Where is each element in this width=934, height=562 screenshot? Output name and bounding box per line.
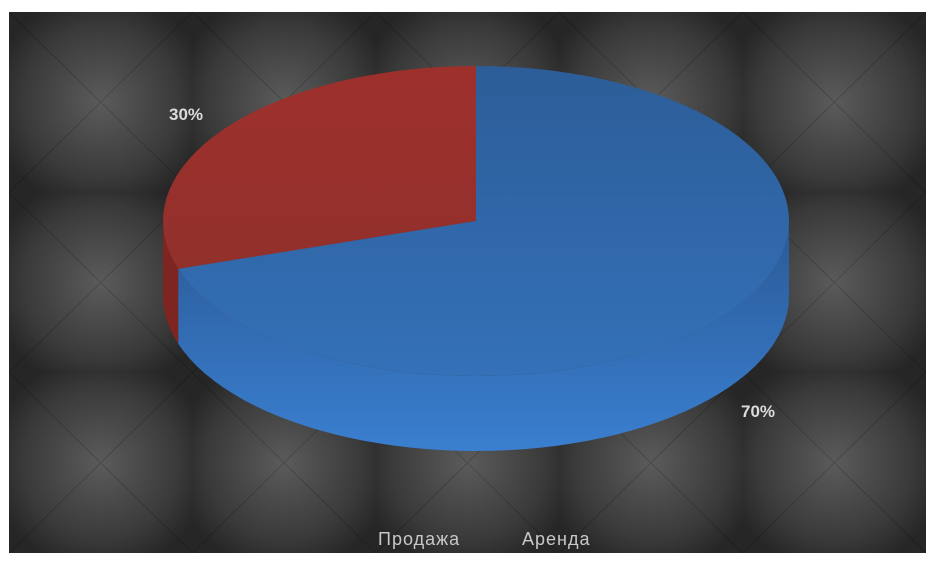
background-tile-crease	[9, 191, 193, 374]
legend: Продажа Аренда	[378, 529, 590, 549]
background-tile-crease	[742, 372, 926, 553]
background-tile	[742, 12, 926, 193]
legend-label-prodazha: Продажа	[378, 529, 460, 549]
background-tile-crease	[9, 12, 193, 193]
pie-slice-side-Продажа	[163, 221, 179, 344]
pie-slice-Аренда[interactable]	[178, 66, 789, 376]
background-tile	[9, 192, 193, 374]
chart-area: 30% 70% Продажа Аренда	[9, 12, 926, 553]
data-label-prodazha: 30%	[169, 105, 203, 124]
background-tile-crease	[9, 372, 193, 553]
legend-label-arenda: Аренда	[522, 529, 590, 549]
data-label-arenda: 70%	[741, 402, 775, 421]
background-tile-crease	[742, 12, 926, 193]
pie-slice-Продажа[interactable]	[163, 66, 476, 269]
pie-group	[163, 66, 789, 451]
background-tile	[9, 12, 193, 193]
background-tile	[9, 372, 193, 553]
pie-slice-side-Аренда	[178, 221, 789, 451]
pie-chart: 30% 70% Продажа Аренда	[9, 12, 926, 553]
